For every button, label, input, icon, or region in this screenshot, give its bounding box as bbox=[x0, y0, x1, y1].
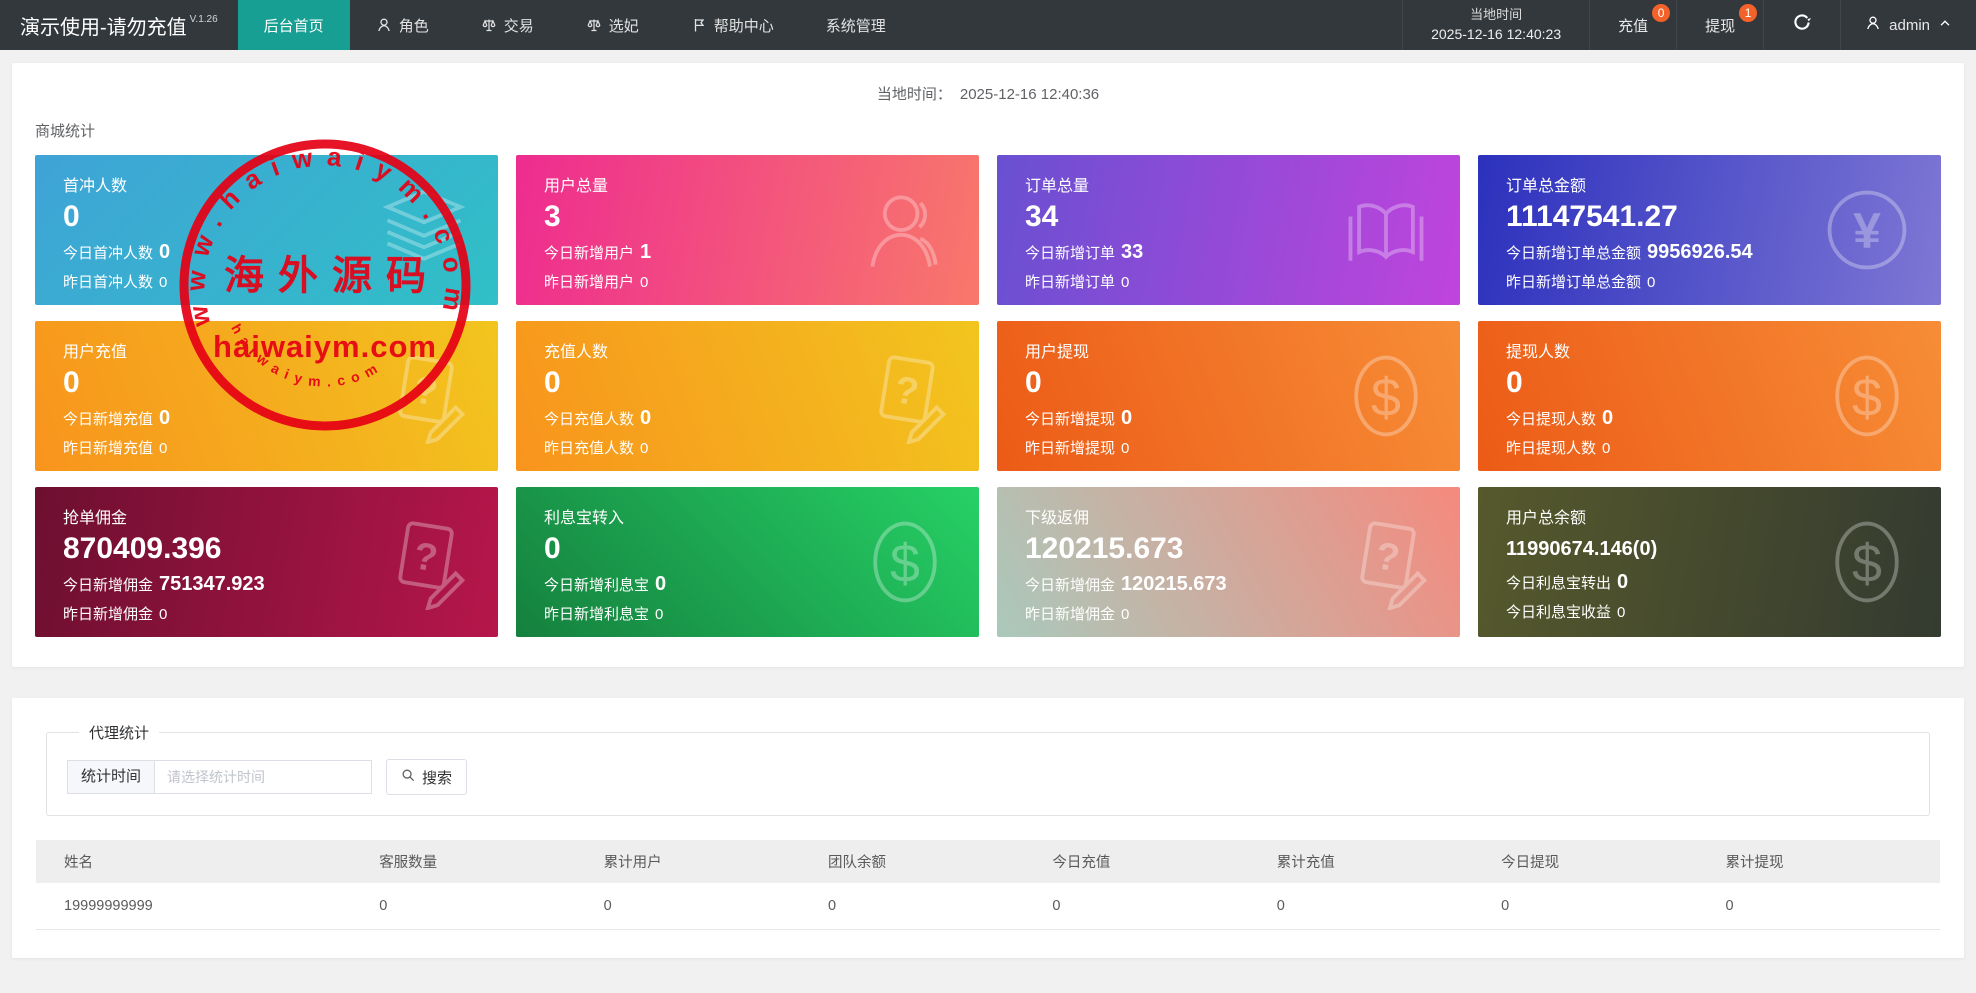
menu-item-roles[interactable]: 角色 bbox=[350, 0, 455, 50]
stat-card-total-orders: 订单总量 34 今日新增订单 33 昨日新增订单 0 bbox=[997, 155, 1460, 305]
local-time-label: 当地时间 bbox=[1470, 6, 1523, 22]
agent-stats-fieldset: 代理统计 统计时间 搜索 bbox=[46, 722, 1930, 816]
menu-item-xuanfei[interactable]: 选妃 bbox=[560, 0, 665, 50]
stat-cards-grid: 首冲人数 0 今日首冲人数 0 昨日首冲人数 0 用户总量 3 今日新增用户 1 昨日… bbox=[35, 155, 1941, 637]
svg-text:$: $ bbox=[1852, 368, 1882, 428]
username: admin bbox=[1889, 16, 1930, 34]
cell-team-balance: 0 bbox=[817, 883, 1043, 930]
navbar-spacer bbox=[912, 0, 1402, 50]
user-icon bbox=[1865, 15, 1881, 35]
stat-card-user-recharge: 用户充值 0 今日新增充值 0 昨日新增充值 0 ? bbox=[35, 321, 498, 471]
cell-total-users: 0 bbox=[593, 883, 818, 930]
withdraw-badge: 1 bbox=[1739, 4, 1758, 22]
stat-time-label: 统计时间 bbox=[67, 760, 155, 794]
shop-stats-title: 商城统计 bbox=[35, 123, 96, 140]
table-header-row: 姓名 客服数量 累计用户 团队余额 今日充值 累计充值 今日提现 累计提现 bbox=[36, 840, 1940, 883]
stat-card-sub-rebate: 下级返佣 120215.673 今日新增佣金 120215.673 昨日新增佣金 0… bbox=[997, 487, 1460, 637]
stat-card-recharge-users: 充值人数 0 今日充值人数 0 昨日充值人数 0 ? bbox=[516, 321, 979, 471]
flag-icon bbox=[691, 17, 707, 33]
svg-text:¥: ¥ bbox=[1853, 203, 1881, 259]
cell-today-recharge: 0 bbox=[1042, 883, 1267, 930]
recharge-button[interactable]: 充值 0 bbox=[1589, 0, 1676, 50]
stat-card-withdraw-users: 提现人数 0 今日提现人数 0 昨日提现人数 0 $ bbox=[1478, 321, 1941, 471]
menu-item-system[interactable]: 系统管理 bbox=[825, 17, 886, 35]
cell-total-recharge: 0 bbox=[1266, 883, 1492, 930]
doc-question-icon: ? bbox=[376, 514, 472, 610]
panel-local-time: 当地时间： 2025-12-16 12:40:36 bbox=[876, 86, 1100, 103]
user-icon bbox=[857, 182, 953, 278]
dollar-icon: $ bbox=[1819, 514, 1915, 610]
person-icon bbox=[376, 17, 392, 33]
app-title: 演示使用-请勿充值 V.1.26 bbox=[0, 0, 238, 50]
cell-name: 19999999999 bbox=[36, 883, 370, 930]
filter-row: 统计时间 搜索 bbox=[67, 759, 1909, 795]
dollar-icon: $ bbox=[857, 514, 953, 610]
app-version: V.1.26 bbox=[189, 13, 218, 25]
svg-text:?: ? bbox=[411, 368, 441, 414]
withdraw-button[interactable]: 提现 1 bbox=[1676, 0, 1763, 50]
book-icon bbox=[1338, 182, 1434, 278]
app-title-text: 演示使用-请勿充值 bbox=[20, 16, 187, 39]
search-button[interactable]: 搜索 bbox=[386, 759, 468, 795]
yen-icon: ¥ bbox=[1819, 182, 1915, 278]
svg-text:$: $ bbox=[1371, 368, 1401, 428]
svg-text:?: ? bbox=[1373, 534, 1403, 580]
menu-item-trade[interactable]: 交易 bbox=[455, 0, 560, 50]
agent-table: 姓名 客服数量 累计用户 团队余额 今日充值 累计充值 今日提现 累计提现 19… bbox=[36, 840, 1940, 930]
col-total-withdraw: 累计提现 bbox=[1715, 840, 1940, 883]
svg-text:$: $ bbox=[890, 534, 920, 594]
stat-card-interest-in: 利息宝转入 0 今日新增利息宝 0 昨日新增利息宝 0 $ bbox=[516, 487, 979, 637]
scales-icon bbox=[586, 17, 602, 33]
stat-card-order-amount: 订单总金额 11147541.27 今日新增订单总金额 9956926.54 昨日… bbox=[1478, 155, 1941, 305]
table-row: 19999999999 0 0 0 0 0 0 0 bbox=[36, 883, 1940, 930]
dollar-icon: $ bbox=[1338, 348, 1434, 444]
refresh-button[interactable] bbox=[1763, 0, 1840, 50]
chevron-up-icon bbox=[1938, 16, 1952, 34]
stat-card-first-charge-users: 首冲人数 0 今日首冲人数 0 昨日首冲人数 0 bbox=[35, 155, 498, 305]
agent-stats-title: 代理统计 bbox=[89, 725, 150, 742]
scales-icon bbox=[481, 17, 497, 33]
col-total-users: 累计用户 bbox=[593, 840, 818, 883]
cell-service-count: 0 bbox=[369, 883, 594, 930]
navbar-right: 当地时间 2025-12-16 12:40:23 充值 0 提现 1 bbox=[1402, 0, 1976, 50]
menu-item-dashboard[interactable]: 后台首页 bbox=[237, 0, 350, 50]
svg-text:$: $ bbox=[1852, 534, 1882, 594]
svg-text:?: ? bbox=[892, 368, 922, 414]
refresh-icon bbox=[1792, 13, 1812, 37]
main-menu: 后台首页 角色 交易 bbox=[237, 0, 912, 50]
svg-text:?: ? bbox=[411, 534, 441, 580]
col-total-recharge: 累计充值 bbox=[1266, 840, 1492, 883]
user-dropdown[interactable]: admin bbox=[1840, 0, 1976, 50]
col-team-balance: 团队余额 bbox=[817, 840, 1043, 883]
shop-stats-panel: 当地时间： 2025-12-16 12:40:36 商城统计 首冲人数 0 今日首… bbox=[12, 63, 1964, 667]
cell-total-withdraw: 0 bbox=[1715, 883, 1940, 930]
local-time-block: 当地时间 2025-12-16 12:40:23 bbox=[1402, 0, 1589, 50]
doc-question-icon: ? bbox=[857, 348, 953, 444]
stat-card-order-commission: 抢单佣金 870409.396 今日新增佣金 751347.923 昨日新增佣金 0… bbox=[35, 487, 498, 637]
stat-card-user-balance: 用户总余额 11990674.146(0) 今日利息宝转出 0 今日利息宝收益 0 … bbox=[1478, 487, 1941, 637]
layers-icon bbox=[376, 182, 472, 278]
stat-card-user-withdraw: 用户提现 0 今日新增提现 0 昨日新增提现 0 $ bbox=[997, 321, 1460, 471]
stat-time-input[interactable] bbox=[154, 760, 373, 794]
search-icon bbox=[401, 768, 416, 787]
col-today-withdraw: 今日提现 bbox=[1491, 840, 1716, 883]
local-time-value: 2025-12-16 12:40:23 bbox=[1431, 26, 1562, 43]
doc-question-icon: ? bbox=[376, 348, 472, 444]
agent-table-wrap: 姓名 客服数量 累计用户 团队余额 今日充值 累计充值 今日提现 累计提现 19… bbox=[36, 840, 1940, 930]
dollar-icon: $ bbox=[1819, 348, 1915, 444]
col-service-count: 客服数量 bbox=[369, 840, 594, 883]
stat-card-total-users: 用户总量 3 今日新增用户 1 昨日新增用户 0 bbox=[516, 155, 979, 305]
menu-item-help-center[interactable]: 帮助中心 bbox=[665, 0, 800, 50]
recharge-badge: 0 bbox=[1652, 4, 1671, 22]
top-navbar: 演示使用-请勿充值 V.1.26 后台首页 角色 交易 bbox=[0, 0, 1976, 50]
cell-today-withdraw: 0 bbox=[1491, 883, 1716, 930]
agent-stats-panel: 代理统计 统计时间 搜索 姓名 客服数量 累计用户 团队余额 bbox=[12, 698, 1964, 958]
col-name: 姓名 bbox=[36, 840, 370, 883]
doc-question-icon: ? bbox=[1338, 514, 1434, 610]
col-today-recharge: 今日充值 bbox=[1042, 840, 1267, 883]
